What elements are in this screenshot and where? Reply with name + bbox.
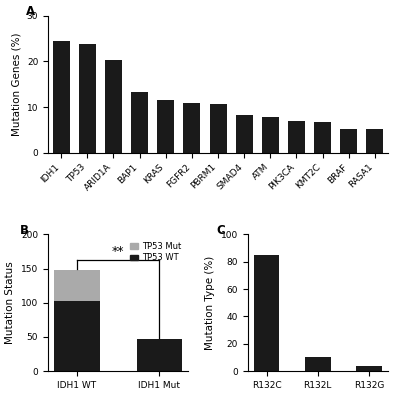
Bar <box>183 103 200 152</box>
Legend: TP53 Mut, TP53 WT: TP53 Mut, TP53 WT <box>127 239 184 266</box>
Y-axis label: Mutation Genes (%): Mutation Genes (%) <box>11 32 21 136</box>
Text: **: ** <box>112 245 124 258</box>
Bar <box>305 358 330 371</box>
Bar <box>210 104 226 152</box>
Bar <box>314 122 331 152</box>
Bar <box>288 121 305 152</box>
Bar <box>254 255 280 371</box>
Bar <box>54 270 100 301</box>
Text: A: A <box>26 5 35 18</box>
Bar <box>52 41 70 152</box>
Y-axis label: Mutation Type (%): Mutation Type (%) <box>205 256 215 350</box>
Bar <box>79 44 96 152</box>
Text: C: C <box>216 223 225 237</box>
Bar <box>105 60 122 152</box>
Bar <box>137 339 182 371</box>
Bar <box>356 365 382 371</box>
Text: B: B <box>20 223 29 237</box>
Bar <box>157 100 174 152</box>
Y-axis label: Mutation Status: Mutation Status <box>6 261 16 344</box>
Bar <box>262 117 279 152</box>
Bar <box>54 301 100 371</box>
Bar <box>131 93 148 152</box>
Bar <box>236 115 253 152</box>
Bar <box>340 129 357 152</box>
Bar <box>366 129 384 152</box>
